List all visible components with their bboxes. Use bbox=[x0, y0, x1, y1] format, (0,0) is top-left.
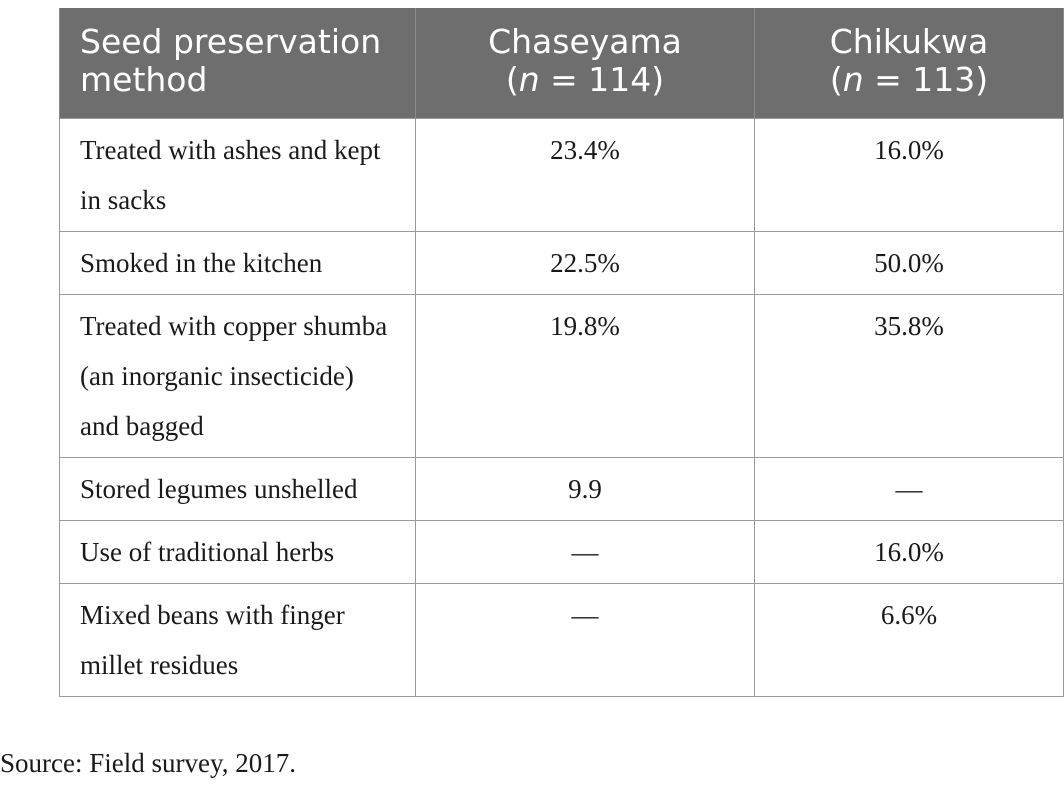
header-method: Seed preservation method bbox=[59, 8, 416, 118]
row-method: Stored legumes unshelled bbox=[59, 456, 416, 521]
header-method-label: Seed preservation method bbox=[80, 21, 382, 99]
table-row: Treated with ashes and kept in sacks 23.… bbox=[59, 117, 1064, 232]
header-chaseyama: Chaseyama (n = 114) bbox=[415, 8, 755, 118]
header-chikukwa-name: Chikukwa bbox=[829, 21, 989, 61]
header-chikukwa-n: (n = 113) bbox=[829, 59, 989, 99]
row-chaseyama-value: 19.8% bbox=[415, 293, 755, 458]
header-chikukwa: Chikukwa (n = 113) bbox=[754, 8, 1064, 118]
table-row: Treated with copper shumba (an inorganic… bbox=[59, 293, 1064, 458]
row-chikukwa-value: 50.0% bbox=[754, 230, 1064, 295]
row-chikukwa-value: 35.8% bbox=[754, 293, 1064, 458]
row-chikukwa-value: — bbox=[754, 456, 1064, 521]
table-row: Mixed beans with finger millet residues … bbox=[59, 582, 1064, 697]
row-chaseyama-value: 22.5% bbox=[415, 230, 755, 295]
table-row: Smoked in the kitchen 22.5% 50.0% bbox=[59, 230, 1064, 295]
table-header-row: Seed preservation method Chaseyama (n = … bbox=[59, 8, 1064, 118]
header-chaseyama-n: (n = 114) bbox=[505, 59, 665, 99]
row-chikukwa-value: 6.6% bbox=[754, 582, 1064, 697]
header-chaseyama-n-var: n bbox=[518, 59, 540, 99]
row-chaseyama-value: 9.9 bbox=[415, 456, 755, 521]
header-chikukwa-n-var: n bbox=[842, 59, 864, 99]
table-row: Stored legumes unshelled 9.9 — bbox=[59, 456, 1064, 521]
row-method: Treated with ashes and kept in sacks bbox=[59, 117, 416, 232]
seed-preservation-table: Seed preservation method Chaseyama (n = … bbox=[59, 8, 1064, 697]
table-row: Use of traditional herbs — 16.0% bbox=[59, 519, 1064, 584]
header-chaseyama-n-value: = 114) bbox=[539, 59, 665, 99]
header-chikukwa-n-value: = 113) bbox=[863, 59, 989, 99]
row-method: Mixed beans with finger millet residues bbox=[59, 582, 416, 697]
row-chaseyama-value: — bbox=[415, 582, 755, 697]
header-chaseyama-name: Chaseyama bbox=[488, 21, 682, 61]
source-note: Source: Field survey, 2017. bbox=[0, 748, 296, 778]
row-method: Use of traditional herbs bbox=[59, 519, 416, 584]
row-method: Treated with copper shumba (an inorganic… bbox=[59, 293, 416, 458]
preservation-table-container: Seed preservation method Chaseyama (n = … bbox=[59, 8, 1064, 697]
row-chikukwa-value: 16.0% bbox=[754, 519, 1064, 584]
row-chikukwa-value: 16.0% bbox=[754, 117, 1064, 232]
row-chaseyama-value: 23.4% bbox=[415, 117, 755, 232]
row-method: Smoked in the kitchen bbox=[59, 230, 416, 295]
row-chaseyama-value: — bbox=[415, 519, 755, 584]
